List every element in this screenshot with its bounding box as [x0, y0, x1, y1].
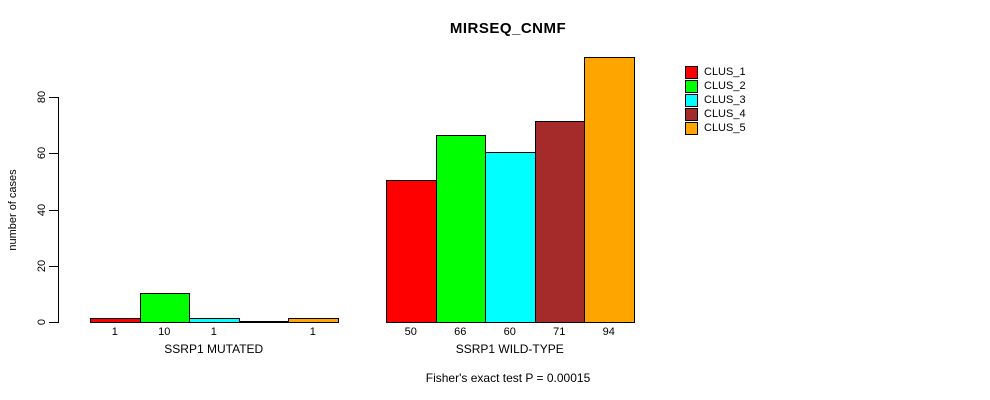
bar-clus_3-group2	[485, 152, 536, 323]
legend-swatch-icon	[685, 121, 698, 135]
legend-label: CLUS_5	[704, 122, 746, 134]
y-axis-tick	[49, 265, 58, 267]
x-axis-group-label: SSRP1 WILD-TYPE	[455, 342, 564, 356]
bar-value-label: 60	[503, 326, 516, 338]
bar-value-label: 50	[404, 326, 417, 338]
bar-value-label: 71	[553, 326, 566, 338]
bar-value-label: 1	[210, 326, 217, 338]
y-axis-tick-label: 60	[36, 147, 48, 160]
bar-value-label: 66	[454, 326, 467, 338]
legend-label: CLUS_4	[704, 108, 746, 120]
bar-value-label: 1	[309, 326, 316, 338]
legend-label: CLUS_3	[704, 94, 746, 106]
legend-swatch-icon	[685, 107, 698, 121]
y-axis-tick-label: 20	[36, 259, 48, 272]
bar-clus_1-group2	[386, 180, 437, 323]
y-axis-tick-label: 80	[36, 90, 48, 104]
bar-clus_2-group1	[139, 292, 190, 323]
x-axis-group-label: SSRP1 MUTATED	[164, 342, 264, 356]
y-axis-title: number of cases	[7, 169, 19, 251]
legend-swatch-icon	[685, 93, 698, 107]
bar-clus_4-group1	[238, 321, 289, 323]
annotation-text: Fisher's exact test P = 0.00015	[425, 371, 591, 385]
y-axis-tick	[49, 97, 58, 98]
y-axis-tick-label: 40	[36, 203, 48, 216]
legend-item-clus_2: CLUS_2	[685, 79, 746, 93]
legend-item-clus_3: CLUS_3	[685, 93, 746, 107]
bar-clus_3-group1	[189, 318, 240, 323]
legend-item-clus_1: CLUS_1	[685, 65, 746, 79]
chart-title: MIRSEQ_CNMF	[449, 20, 567, 37]
bar-value-label: 94	[602, 326, 615, 338]
bar-value-label: 1	[111, 326, 118, 338]
legend-swatch-icon	[685, 79, 698, 93]
bar-clus_2-group2	[435, 135, 486, 323]
legend-label: CLUS_1	[704, 66, 746, 78]
bar-clus_1-group1	[90, 318, 141, 323]
bar-value-label: 10	[158, 326, 171, 338]
bar-clus_5-group1	[288, 318, 339, 323]
y-axis-tick	[49, 209, 58, 211]
y-axis-tick-label: 0	[36, 318, 48, 326]
y-axis-line	[58, 97, 59, 323]
legend-label: CLUS_2	[704, 80, 746, 92]
y-axis-tick	[49, 322, 58, 323]
legend-item-clus_4: CLUS_4	[685, 107, 746, 121]
legend-item-clus_5: CLUS_5	[685, 121, 746, 135]
bar-clus_4-group2	[534, 121, 585, 323]
y-axis-tick	[49, 153, 58, 155]
bar-clus_5-group2	[584, 56, 635, 323]
legend-swatch-icon	[685, 65, 698, 79]
